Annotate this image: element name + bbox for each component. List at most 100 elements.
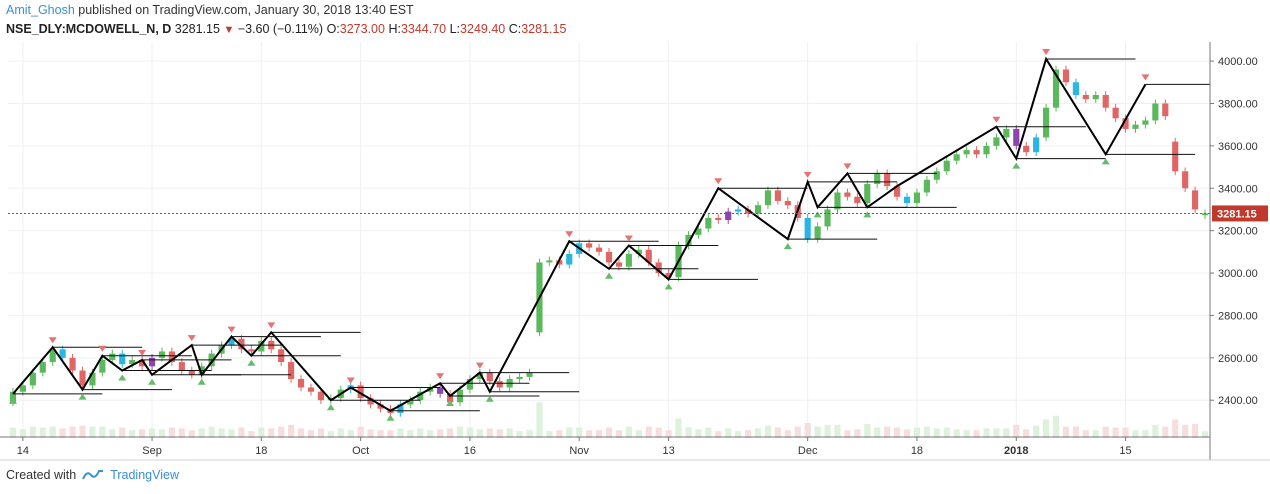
volume-bar xyxy=(188,430,195,438)
candle-body xyxy=(317,391,324,401)
volume-bar xyxy=(675,418,682,438)
candle-body xyxy=(9,391,17,403)
volume-bar xyxy=(1003,428,1010,438)
swing-low-marker xyxy=(197,378,206,385)
swing-high-marker xyxy=(803,171,812,178)
volume-bar xyxy=(566,427,573,438)
volume-bar xyxy=(1182,424,1189,438)
volume-bar xyxy=(705,427,712,438)
candle-body xyxy=(903,196,911,204)
candle-body xyxy=(953,154,960,161)
volume-bar xyxy=(764,425,772,438)
volume-bar xyxy=(178,428,185,438)
volume-bar xyxy=(278,426,285,438)
volume-bar xyxy=(516,431,523,438)
volume-bar xyxy=(933,428,940,438)
candle-body xyxy=(635,249,642,254)
volume-bar xyxy=(387,430,394,438)
volume-bar xyxy=(903,429,911,438)
candle-body xyxy=(1092,94,1099,100)
candle-body xyxy=(516,376,523,380)
volume-bar xyxy=(139,429,146,438)
candle-body xyxy=(685,234,692,246)
candle-body xyxy=(29,372,36,386)
swing-high-marker xyxy=(436,373,445,380)
candle-body xyxy=(1132,124,1139,129)
tradingview-brand-link[interactable]: TradingView xyxy=(110,468,179,482)
candle-body xyxy=(556,260,563,265)
candle-body xyxy=(735,209,742,212)
volume-bar xyxy=(1033,425,1040,438)
candle-body xyxy=(844,192,851,197)
candle-body xyxy=(446,393,454,403)
volume-bar xyxy=(1132,430,1139,438)
volume-bar xyxy=(168,427,175,438)
candle-body xyxy=(367,398,374,405)
volume-bar xyxy=(208,426,215,438)
volume-bar xyxy=(258,427,265,438)
candle-body xyxy=(148,357,156,367)
swing-high-marker xyxy=(624,235,633,242)
volume-bar xyxy=(397,428,404,438)
candle-body xyxy=(864,184,871,204)
price-tick-label: 2600.00 xyxy=(1218,353,1258,365)
close-value: 3281.15 xyxy=(521,22,567,36)
price-tick-label: 3400.00 xyxy=(1218,183,1258,195)
volume-bar xyxy=(695,429,702,438)
symbol-name[interactable]: NSE_DLY:MCDOWELL_N, D xyxy=(6,22,172,36)
volume-bar xyxy=(367,429,374,438)
candle-body xyxy=(377,404,384,409)
swing-high-marker xyxy=(346,377,355,384)
swing-high-marker xyxy=(843,163,852,170)
candle-body xyxy=(884,173,891,187)
candle-body xyxy=(437,387,444,394)
volume-bar xyxy=(1092,430,1099,438)
candle-body xyxy=(158,351,166,358)
volume-bar xyxy=(1102,426,1109,438)
candle-body xyxy=(307,387,315,392)
swing-low-marker xyxy=(1012,162,1021,169)
candle-body xyxy=(1043,107,1050,138)
volume-bar xyxy=(913,427,921,438)
candle-body xyxy=(1102,94,1109,108)
time-tick-label: 2018 xyxy=(1004,445,1028,457)
candle-body xyxy=(248,349,255,352)
volume-bar xyxy=(268,428,275,438)
time-tick-label: Dec xyxy=(798,445,818,457)
swing-high-marker xyxy=(992,116,1001,123)
candle-body xyxy=(933,171,940,180)
volume-bar xyxy=(19,429,26,438)
volume-bar xyxy=(1052,415,1060,438)
volume-bar xyxy=(576,427,583,438)
volume-bar xyxy=(1072,426,1079,438)
time-tick-label: Nov xyxy=(569,445,589,457)
candle-body xyxy=(1062,69,1070,83)
volume-bar xyxy=(874,427,881,438)
swing-high-marker xyxy=(98,345,107,352)
candle-body xyxy=(109,353,116,360)
volume-bar xyxy=(943,427,950,438)
volume-bar xyxy=(953,429,960,438)
author-link[interactable]: Amit_Ghosh xyxy=(6,3,75,17)
swing-low-marker xyxy=(783,243,792,250)
volume-bar xyxy=(407,430,414,438)
volume-bar xyxy=(1201,431,1209,438)
volume-bar xyxy=(1043,419,1050,438)
candle-body xyxy=(1003,128,1010,138)
candle-body xyxy=(59,349,66,358)
candle-body xyxy=(963,150,970,155)
volume-bar xyxy=(466,427,474,438)
candle-body xyxy=(178,362,185,371)
candle-body xyxy=(824,209,831,227)
volume-bar xyxy=(59,428,66,438)
candle-body xyxy=(993,137,1000,146)
volume-bar xyxy=(715,431,722,438)
volume-bar xyxy=(844,430,851,438)
volume-bar xyxy=(735,431,742,438)
volume-bar xyxy=(1142,430,1149,438)
volume-bar xyxy=(725,428,732,438)
candle-body xyxy=(874,173,881,185)
candle-body xyxy=(79,370,86,386)
candle-body xyxy=(168,351,175,363)
